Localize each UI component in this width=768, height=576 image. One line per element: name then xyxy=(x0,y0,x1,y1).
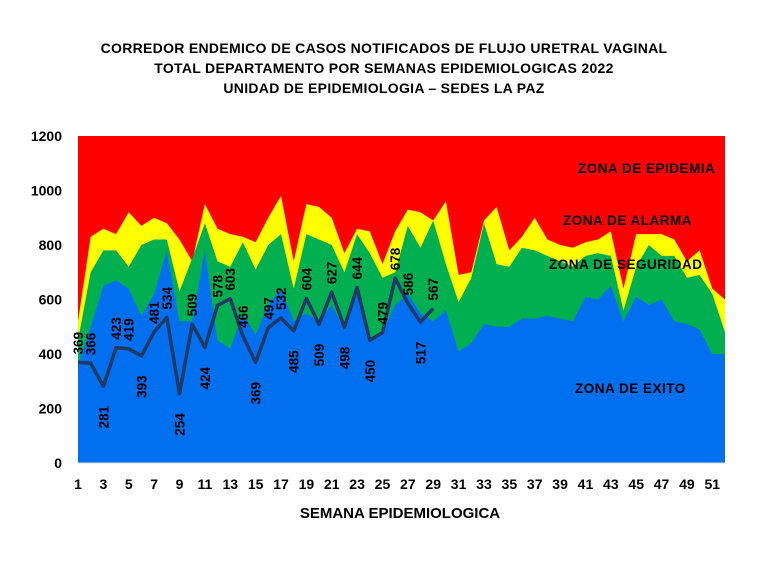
data-label: 479 xyxy=(375,302,390,325)
zone-label-zona-de-seguridad: ZONA DE SEGURIDAD xyxy=(549,257,703,272)
data-label: 532 xyxy=(274,287,289,310)
data-label: 369 xyxy=(249,382,264,405)
zone-label-zona-de-exito: ZONA DE EXITO xyxy=(575,381,686,396)
data-label: 423 xyxy=(109,317,124,340)
x-tick-label: 31 xyxy=(451,476,467,492)
data-label: 424 xyxy=(198,366,213,389)
data-label: 466 xyxy=(236,305,251,328)
x-tick-label: 19 xyxy=(299,476,315,492)
data-label: 369 xyxy=(71,332,86,355)
x-tick-label: 11 xyxy=(197,476,212,492)
chart-title-line-3: UNIDAD DE EPIDEMIOLOGIA – SEDES LA PAZ xyxy=(223,80,545,96)
x-tick-label: 1 xyxy=(74,476,82,492)
data-label: 509 xyxy=(185,294,200,317)
x-tick-label: 25 xyxy=(375,476,391,492)
x-tick-label: 33 xyxy=(476,476,492,492)
x-tick-label: 35 xyxy=(502,476,518,492)
y-tick-label: 1200 xyxy=(31,128,62,144)
x-tick-label: 17 xyxy=(273,476,289,492)
x-tick-label: 37 xyxy=(527,476,543,492)
data-label: 578 xyxy=(211,274,226,297)
data-label: 603 xyxy=(223,268,238,291)
x-tick-label: 21 xyxy=(324,476,340,492)
data-label: 509 xyxy=(312,344,327,367)
data-label: 281 xyxy=(96,405,111,428)
data-label: 450 xyxy=(363,360,378,383)
data-label: 567 xyxy=(426,278,441,301)
x-tick-label: 49 xyxy=(679,476,695,492)
x-tick-label: 29 xyxy=(425,476,441,492)
y-tick-label: 1000 xyxy=(31,183,62,199)
x-tick-label: 23 xyxy=(349,476,365,492)
data-label: 627 xyxy=(325,262,340,285)
zone-label-zona-de-alarma: ZONA DE ALARMA xyxy=(563,213,692,228)
x-tick-label: 5 xyxy=(125,476,133,492)
y-tick-label: 400 xyxy=(39,346,63,362)
x-tick-label: 7 xyxy=(150,476,158,492)
x-tick-label: 43 xyxy=(603,476,619,492)
weekly-cases-line xyxy=(77,276,435,396)
data-label: 481 xyxy=(147,301,162,324)
data-label: 644 xyxy=(350,256,365,279)
data-label: 497 xyxy=(261,297,276,320)
y-tick-label: 200 xyxy=(39,401,63,417)
x-axis-label: SEMANA EPIDEMIOLOGICA xyxy=(299,505,501,522)
y-tick-label: 800 xyxy=(39,237,63,253)
x-tick-label: 51 xyxy=(705,476,721,492)
data-label: 366 xyxy=(84,332,99,355)
y-tick-label: 0 xyxy=(54,455,62,471)
x-tick-label: 13 xyxy=(222,476,238,492)
data-label: 517 xyxy=(414,342,429,365)
data-label: 419 xyxy=(122,318,137,341)
data-label: 534 xyxy=(160,286,175,309)
data-label: 586 xyxy=(401,272,416,295)
x-tick-label: 47 xyxy=(654,476,670,492)
data-label: 498 xyxy=(337,346,352,369)
chart-title-line-1: CORREDOR ENDEMICO DE CASOS NOTIFICADOS D… xyxy=(100,40,668,56)
x-tick-label: 3 xyxy=(99,476,107,492)
data-label: 485 xyxy=(287,350,302,373)
zona-de-exito-area xyxy=(78,250,725,463)
x-tick-label: 9 xyxy=(176,476,184,492)
data-label: 393 xyxy=(134,375,149,398)
y-tick-label: 600 xyxy=(39,292,63,308)
data-label: 254 xyxy=(172,413,187,436)
zone-label-zona-de-epidemia: ZONA DE EPIDEMIA xyxy=(578,161,715,176)
data-label: 678 xyxy=(388,247,403,270)
chart-title-line-2: TOTAL DEPARTAMENTO POR SEMANAS EPIDEMIOL… xyxy=(154,60,614,76)
data-label: 604 xyxy=(299,267,314,290)
x-tick-label: 39 xyxy=(552,476,568,492)
x-tick-label: 27 xyxy=(400,476,416,492)
x-tick-label: 15 xyxy=(248,476,264,492)
x-tick-label: 41 xyxy=(578,476,594,492)
x-tick-label: 45 xyxy=(628,476,644,492)
